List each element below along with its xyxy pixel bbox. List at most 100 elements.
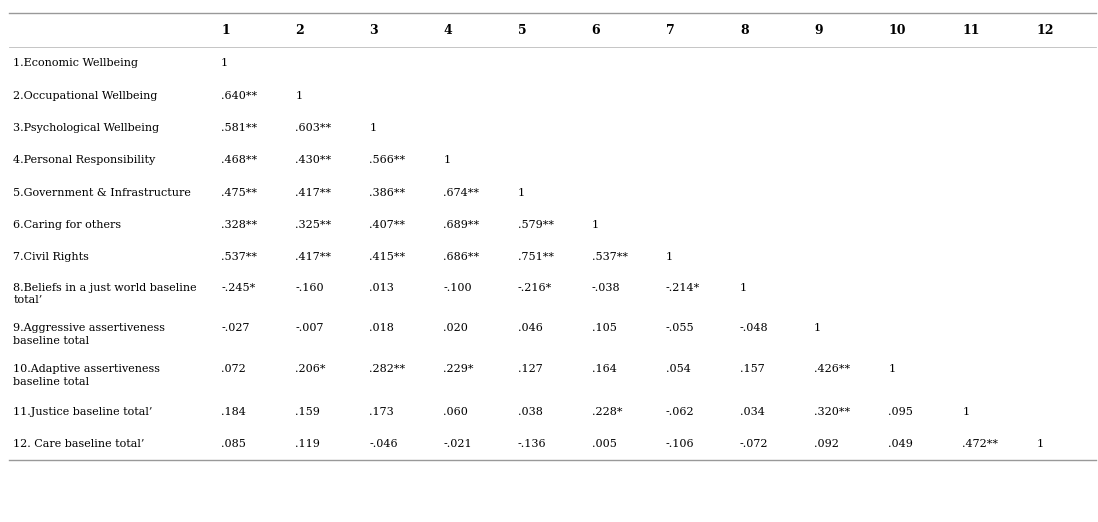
- Text: .581**: .581**: [221, 123, 257, 133]
- Text: .020: .020: [444, 323, 469, 334]
- Text: -.245*: -.245*: [221, 282, 256, 293]
- Text: .537**: .537**: [592, 252, 628, 263]
- Text: .325**: .325**: [295, 220, 332, 230]
- Text: .119: .119: [295, 439, 321, 449]
- Text: .092: .092: [814, 439, 839, 449]
- Text: .282**: .282**: [369, 364, 405, 374]
- Text: 3: 3: [369, 23, 378, 37]
- Text: baseline total: baseline total: [13, 376, 89, 387]
- Text: 9.Aggressive assertiveness: 9.Aggressive assertiveness: [13, 323, 165, 334]
- Text: .228*: .228*: [592, 407, 623, 417]
- Text: .472**: .472**: [962, 439, 998, 449]
- Text: .417**: .417**: [295, 187, 332, 198]
- Text: -.027: -.027: [221, 323, 249, 334]
- Text: 1: 1: [592, 220, 598, 230]
- Text: 10.Adaptive assertiveness: 10.Adaptive assertiveness: [13, 364, 160, 374]
- Text: 6.Caring for others: 6.Caring for others: [13, 220, 121, 230]
- Text: .018: .018: [369, 323, 394, 334]
- Text: -.038: -.038: [592, 282, 620, 293]
- Text: .417**: .417**: [295, 252, 332, 263]
- Text: .005: .005: [592, 439, 617, 449]
- Text: 1.Economic Wellbeing: 1.Economic Wellbeing: [13, 58, 138, 68]
- Text: .689**: .689**: [444, 220, 480, 230]
- Text: .206*: .206*: [295, 364, 326, 374]
- Text: total’: total’: [13, 295, 43, 305]
- Text: 1: 1: [295, 90, 302, 101]
- Text: 7.Civil Rights: 7.Civil Rights: [13, 252, 89, 263]
- Text: 1: 1: [444, 155, 450, 165]
- Text: .640**: .640**: [221, 90, 257, 101]
- Text: 6: 6: [592, 23, 601, 37]
- Text: .386**: .386**: [369, 187, 405, 198]
- Text: -.048: -.048: [740, 323, 769, 334]
- Text: .320**: .320**: [814, 407, 850, 417]
- Text: .072: .072: [221, 364, 246, 374]
- Text: baseline total: baseline total: [13, 336, 89, 346]
- Text: -.160: -.160: [295, 282, 324, 293]
- Text: 1: 1: [517, 187, 525, 198]
- Text: .095: .095: [888, 407, 914, 417]
- Text: -.062: -.062: [665, 407, 694, 417]
- Text: 8.Beliefs in a just world baseline: 8.Beliefs in a just world baseline: [13, 282, 197, 293]
- Text: .751**: .751**: [517, 252, 553, 263]
- Text: -.136: -.136: [517, 439, 546, 449]
- Text: .686**: .686**: [444, 252, 480, 263]
- Text: 1: 1: [740, 282, 747, 293]
- Text: -.214*: -.214*: [665, 282, 701, 293]
- Text: 12: 12: [1037, 23, 1054, 37]
- Text: .127: .127: [517, 364, 542, 374]
- Text: .038: .038: [517, 407, 542, 417]
- Text: 5.Government & Infrastructure: 5.Government & Infrastructure: [13, 187, 191, 198]
- Text: .475**: .475**: [221, 187, 257, 198]
- Text: 11.Justice baseline total’: 11.Justice baseline total’: [13, 407, 153, 417]
- Text: .049: .049: [888, 439, 914, 449]
- Text: 1: 1: [369, 123, 377, 133]
- Text: .537**: .537**: [221, 252, 257, 263]
- Text: .579**: .579**: [517, 220, 553, 230]
- Text: 1: 1: [665, 252, 673, 263]
- Text: 1: 1: [888, 364, 895, 374]
- Text: -.007: -.007: [295, 323, 324, 334]
- Text: .674**: .674**: [444, 187, 480, 198]
- Text: 1: 1: [962, 407, 970, 417]
- Text: .603**: .603**: [295, 123, 332, 133]
- Text: 11: 11: [962, 23, 979, 37]
- Text: .184: .184: [221, 407, 246, 417]
- Text: 10: 10: [888, 23, 906, 37]
- Text: .468**: .468**: [221, 155, 257, 165]
- Text: .430**: .430**: [295, 155, 332, 165]
- Text: .566**: .566**: [369, 155, 405, 165]
- Text: -.072: -.072: [740, 439, 769, 449]
- Text: 4.Personal Responsibility: 4.Personal Responsibility: [13, 155, 156, 165]
- Text: .013: .013: [369, 282, 394, 293]
- Text: .229*: .229*: [444, 364, 474, 374]
- Text: -.100: -.100: [444, 282, 472, 293]
- Text: -.021: -.021: [444, 439, 472, 449]
- Text: .407**: .407**: [369, 220, 405, 230]
- Text: 2.Occupational Wellbeing: 2.Occupational Wellbeing: [13, 90, 157, 101]
- Text: .060: .060: [444, 407, 469, 417]
- Text: .328**: .328**: [221, 220, 257, 230]
- Text: .159: .159: [295, 407, 321, 417]
- Text: .085: .085: [221, 439, 246, 449]
- Text: -.055: -.055: [665, 323, 694, 334]
- Text: 9: 9: [814, 23, 822, 37]
- Text: 7: 7: [665, 23, 674, 37]
- Text: .157: .157: [740, 364, 764, 374]
- Text: -.216*: -.216*: [517, 282, 552, 293]
- Text: .164: .164: [592, 364, 617, 374]
- Text: .426**: .426**: [814, 364, 850, 374]
- Text: 1: 1: [221, 58, 228, 68]
- Text: -.106: -.106: [665, 439, 694, 449]
- Text: 8: 8: [740, 23, 749, 37]
- Text: 5: 5: [517, 23, 526, 37]
- Text: .054: .054: [665, 364, 691, 374]
- Text: .415**: .415**: [369, 252, 405, 263]
- Text: 2: 2: [295, 23, 304, 37]
- Text: 1: 1: [1037, 439, 1043, 449]
- Text: .105: .105: [592, 323, 617, 334]
- Text: 3.Psychological Wellbeing: 3.Psychological Wellbeing: [13, 123, 159, 133]
- Text: -.046: -.046: [369, 439, 397, 449]
- Text: .034: .034: [740, 407, 765, 417]
- Text: 1: 1: [221, 23, 229, 37]
